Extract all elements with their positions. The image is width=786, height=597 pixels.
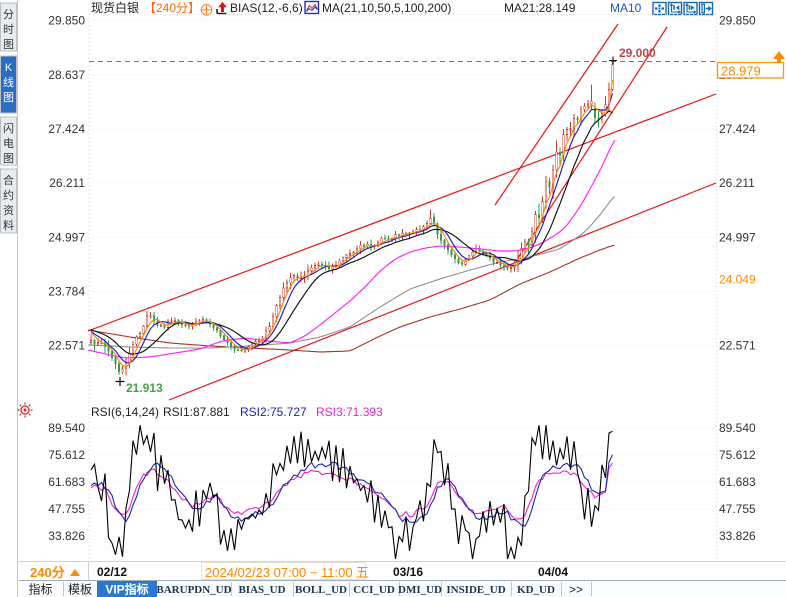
svg-text:时: 时 (3, 23, 14, 36)
svg-text:【240分】: 【240分】 (144, 1, 200, 15)
svg-text:22.571: 22.571 (719, 339, 756, 353)
svg-text:240分: 240分 (30, 565, 65, 580)
svg-text:分: 分 (3, 8, 14, 21)
svg-text:INSIDE_UD: INSIDE_UD (446, 584, 505, 596)
svg-text:RSI3:71.393: RSI3:71.393 (316, 405, 383, 419)
svg-text:21.913: 21.913 (126, 381, 163, 395)
svg-text:闪: 闪 (3, 121, 14, 135)
svg-text:47.755: 47.755 (48, 502, 85, 516)
svg-text:BIAS_UD: BIAS_UD (238, 584, 285, 596)
svg-text:24.049: 24.049 (719, 273, 756, 287)
svg-text:约: 约 (3, 189, 14, 202)
svg-text:>>: >> (569, 583, 583, 597)
svg-text:图: 图 (3, 91, 14, 104)
svg-text:26.211: 26.211 (49, 176, 85, 190)
svg-text:27.424: 27.424 (719, 122, 756, 136)
svg-text:电: 电 (3, 137, 14, 150)
svg-text:24.997: 24.997 (48, 230, 85, 244)
svg-text:61.683: 61.683 (48, 475, 85, 489)
svg-text:MA10: MA10 (610, 1, 642, 15)
svg-text:26.211: 26.211 (719, 176, 755, 190)
svg-text:29.850: 29.850 (719, 14, 756, 28)
svg-text:五: 五 (356, 565, 369, 580)
svg-text:89.540: 89.540 (48, 421, 85, 435)
svg-text:24.997: 24.997 (719, 230, 756, 244)
svg-text:47.755: 47.755 (719, 502, 756, 516)
svg-text:现货白银: 现货白银 (91, 0, 139, 15)
svg-text:29.000: 29.000 (619, 46, 656, 60)
svg-text:DMI_UD: DMI_UD (398, 584, 442, 596)
svg-text:BOLL_UD: BOLL_UD (295, 584, 347, 596)
svg-text:29.850: 29.850 (48, 14, 85, 28)
svg-text:RSI1:87.881: RSI1:87.881 (163, 405, 230, 419)
svg-text:27.424: 27.424 (48, 122, 85, 136)
svg-text:K: K (5, 62, 13, 74)
svg-text:28.979: 28.979 (721, 64, 761, 79)
svg-text:02/12: 02/12 (97, 565, 127, 579)
svg-text:CCI_UD: CCI_UD (353, 584, 395, 596)
svg-text:33.826: 33.826 (719, 529, 756, 543)
svg-text:VIP指标: VIP指标 (105, 582, 148, 597)
svg-text:04/04: 04/04 (538, 565, 568, 579)
svg-text:BARUPDN_UD: BARUPDN_UD (156, 584, 231, 596)
svg-text:MA(21,10,50,5,100,200): MA(21,10,50,5,100,200) (322, 1, 451, 15)
svg-text:BIAS(12,-6,6): BIAS(12,-6,6) (230, 1, 303, 15)
svg-text:89.540: 89.540 (719, 421, 756, 435)
svg-text:料: 料 (3, 218, 14, 232)
svg-text:线: 线 (3, 75, 14, 89)
svg-text:03/16: 03/16 (393, 565, 423, 579)
svg-text:RSI(6,14,24): RSI(6,14,24) (91, 405, 159, 419)
svg-text:75.612: 75.612 (719, 448, 756, 462)
svg-text:61.683: 61.683 (719, 475, 756, 489)
svg-text:33.826: 33.826 (48, 529, 85, 543)
svg-text:模板: 模板 (68, 583, 92, 597)
svg-text:22.571: 22.571 (48, 339, 85, 353)
svg-text:图: 图 (3, 38, 14, 51)
svg-text:指标: 指标 (28, 582, 52, 597)
svg-text:KD_UD: KD_UD (517, 584, 555, 596)
svg-text:资: 资 (3, 204, 14, 217)
svg-text:23.784: 23.784 (48, 284, 85, 298)
svg-text:合: 合 (3, 173, 14, 187)
svg-text:75.612: 75.612 (48, 448, 85, 462)
svg-text:28.637: 28.637 (48, 68, 85, 82)
svg-text:RSI2:75.727: RSI2:75.727 (240, 405, 307, 419)
svg-text:2024/02/23 07:00 ~ 11:00: 2024/02/23 07:00 ~ 11:00 (205, 565, 353, 580)
svg-text:MA21:28.149: MA21:28.149 (504, 1, 576, 15)
svg-text:图: 图 (3, 152, 14, 165)
